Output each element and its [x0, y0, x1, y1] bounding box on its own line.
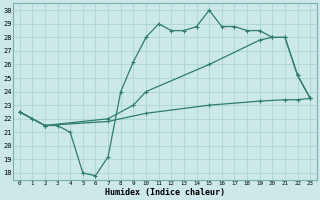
X-axis label: Humidex (Indice chaleur): Humidex (Indice chaleur): [105, 188, 225, 197]
